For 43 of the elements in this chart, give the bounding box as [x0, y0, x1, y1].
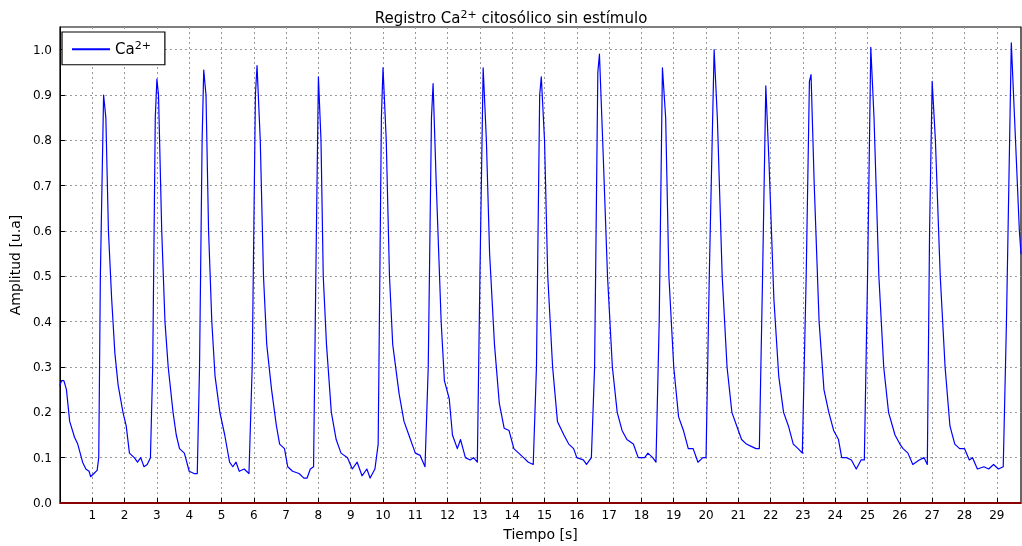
y-tick-label: 0.9 — [32, 88, 52, 102]
x-tick-label: 25 — [859, 508, 876, 522]
line-series — [59, 42, 1022, 479]
y-axis-title: Amplitud [u.a] — [7, 214, 23, 316]
y-tick-label: 0.3 — [32, 360, 52, 374]
y-tick-label: 0.1 — [32, 450, 52, 465]
x-tick-label: 19 — [666, 508, 682, 522]
x-tick-label: 7 — [282, 508, 290, 522]
x-tick-label: 6 — [249, 508, 258, 522]
x-tick-label: 23 — [795, 508, 811, 522]
x-tick-label: 8 — [314, 508, 323, 522]
y-tick-label: 0.0 — [32, 496, 52, 510]
x-tick-label: 16 — [569, 508, 585, 522]
x-tick-label: 5 — [217, 508, 226, 522]
x-tick-label: 27 — [924, 508, 940, 522]
x-tick-label: 18 — [633, 508, 650, 522]
x-tick-label: 21 — [730, 508, 746, 522]
x-tick-label: 10 — [375, 508, 391, 522]
y-tick-label: 0.8 — [32, 133, 52, 148]
y-tick-label: 0.6 — [32, 224, 52, 238]
x-tick-label: 4 — [185, 508, 194, 522]
y-tick-label: 0.2 — [32, 405, 52, 420]
x-tick-label: 12 — [439, 508, 456, 522]
y-tick-label: 0.4 — [32, 314, 52, 329]
x-tick-label: 13 — [472, 508, 488, 522]
x-tick-label: 14 — [504, 508, 520, 522]
x-tick-label: 28 — [956, 508, 973, 522]
x-tick-label: 20 — [698, 508, 714, 522]
x-tick-label: 15 — [536, 508, 553, 522]
x-tick-label: 1 — [88, 508, 97, 522]
y-tick-label: 0.5 — [32, 269, 52, 284]
y-tick-label: 1.0 — [32, 42, 52, 57]
x-tick-label: 9 — [346, 508, 355, 522]
y-tick-label: 0.7 — [32, 178, 52, 193]
x-tick-label: 26 — [892, 508, 908, 522]
x-tick-label: 11 — [407, 508, 423, 522]
x-axis-title: Tiempo [s] — [502, 526, 578, 542]
x-tick-label: 17 — [601, 508, 617, 522]
x-tick-label: 29 — [989, 508, 1005, 522]
x-tick-label: 2 — [120, 508, 129, 522]
x-tick-label: 24 — [827, 508, 843, 522]
x-tick-label: 3 — [153, 508, 161, 522]
x-tick-label: 22 — [763, 508, 779, 522]
